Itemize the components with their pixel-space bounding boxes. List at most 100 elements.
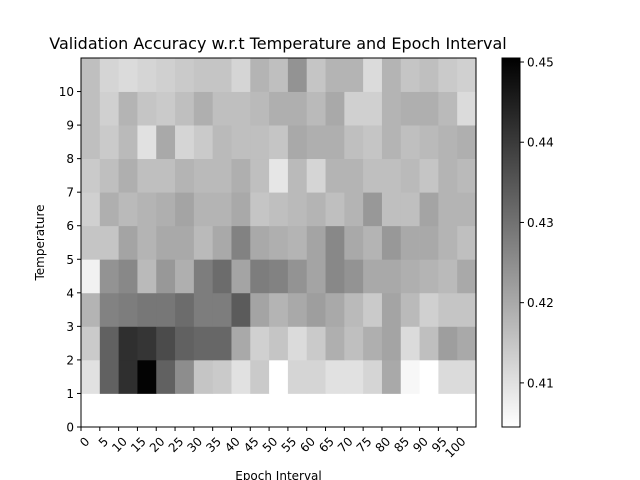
heatmap-cell	[269, 326, 289, 361]
x-tick-label: 10	[109, 434, 130, 455]
x-axis: 0 510152025303540455055606570758085909510…	[77, 427, 469, 461]
heatmap-cell	[457, 393, 477, 428]
heatmap-cell	[363, 393, 383, 428]
y-tick-label: 2	[66, 353, 74, 367]
heatmap-cell	[231, 359, 251, 394]
heatmap-cell	[344, 192, 364, 227]
heatmap-cell	[212, 91, 232, 126]
heatmap-cell	[118, 292, 138, 327]
heatmap-cell	[381, 158, 402, 193]
heatmap-cell	[118, 125, 138, 160]
colorbar-tick-label: 0.45	[527, 56, 554, 70]
heatmap-cell	[344, 393, 364, 428]
chart-title: Validation Accuracy w.r.t Temperature an…	[49, 34, 506, 53]
heatmap-cell	[457, 158, 477, 193]
heatmap-cell	[269, 359, 289, 394]
heatmap-cell	[81, 359, 101, 394]
heatmap-cell	[137, 326, 157, 361]
heatmap-cell	[400, 259, 420, 294]
heatmap-cell	[99, 292, 120, 327]
heatmap-cell	[193, 359, 214, 394]
heatmap-cell	[250, 259, 270, 294]
heatmap-cell	[325, 58, 345, 92]
heatmap-cell	[156, 359, 176, 394]
x-tick-label: 65	[316, 434, 337, 455]
heatmap-cell	[400, 359, 420, 394]
heatmap-cell	[156, 292, 176, 327]
heatmap-cell	[306, 326, 326, 361]
heatmap-cell	[231, 58, 251, 92]
heatmap-cell	[381, 326, 402, 361]
heatmap-cell	[231, 91, 251, 126]
heatmap-cell	[344, 125, 364, 160]
heatmap-cell	[457, 326, 477, 361]
heatmap-cell	[400, 125, 420, 160]
heatmap-cell	[118, 393, 138, 428]
heatmap-cell	[81, 192, 101, 227]
heatmap-cell	[156, 326, 176, 361]
heatmap-cell	[381, 192, 402, 227]
heatmap-cell	[212, 292, 232, 327]
heatmap-cell	[381, 58, 402, 92]
heatmap-cell	[419, 58, 439, 92]
heatmap-cell	[137, 292, 157, 327]
heatmap-cell	[419, 192, 439, 227]
heatmap-cell	[81, 326, 101, 361]
heatmap-cell	[81, 292, 101, 327]
heatmap-cell	[438, 259, 458, 294]
heatmap-cell	[287, 91, 308, 126]
heatmap-cell	[212, 259, 232, 294]
heatmap-cell	[137, 125, 157, 160]
y-tick-label: 4	[66, 286, 74, 300]
heatmap-cell	[457, 58, 477, 92]
heatmap-cell	[118, 91, 138, 126]
x-tick-label: 100	[442, 434, 468, 460]
heatmap-cell	[269, 225, 289, 260]
y-tick-label: 8	[66, 152, 74, 166]
x-tick-label: 40	[222, 434, 243, 455]
heatmap-cell	[325, 292, 345, 327]
heatmap-cell	[269, 158, 289, 193]
heatmap-cell	[269, 292, 289, 327]
heatmap-cell	[344, 359, 364, 394]
heatmap-cell	[400, 393, 420, 428]
heatmap-cell	[457, 259, 477, 294]
heatmap-cell	[363, 259, 383, 294]
heatmap-cell	[137, 158, 157, 193]
x-tick-label: 60	[297, 434, 318, 455]
heatmap-cell	[419, 259, 439, 294]
colorbar-tick-label: 0.43	[527, 216, 554, 230]
heatmap-cell	[400, 58, 420, 92]
heatmap-cell	[287, 192, 308, 227]
y-tick-label: 3	[66, 320, 74, 334]
heatmap-cell	[287, 225, 308, 260]
heatmap-cell	[400, 225, 420, 260]
heatmap-cell	[325, 393, 345, 428]
heatmap-cell	[269, 259, 289, 294]
heatmap-cell	[325, 91, 345, 126]
heatmap-cell	[344, 259, 364, 294]
heatmap-cell	[325, 259, 345, 294]
heatmap-cell	[250, 326, 270, 361]
y-tick-label: 0	[66, 421, 74, 435]
heatmap-cell	[250, 292, 270, 327]
plot-frame	[80, 57, 477, 428]
heatmap-cell	[250, 125, 270, 160]
heatmap-cell	[231, 192, 251, 227]
heatmap-cell	[250, 158, 270, 193]
heatmap-cell	[419, 359, 439, 394]
heatmap-cell	[438, 393, 458, 428]
heatmap-cell	[287, 259, 308, 294]
heatmap-cell	[175, 158, 195, 193]
heatmap-cell	[175, 125, 195, 160]
heatmap-cell	[81, 58, 101, 92]
heatmap-cell	[438, 91, 458, 126]
heatmap-cell	[400, 292, 420, 327]
heatmap-cell	[381, 292, 402, 327]
heatmap-cell	[99, 393, 120, 428]
heatmap-cell	[457, 125, 477, 160]
x-tick-label: 5	[96, 434, 111, 449]
heatmap-cell	[438, 158, 458, 193]
x-tick-label: 50	[260, 434, 281, 455]
heatmap-cell	[156, 259, 176, 294]
